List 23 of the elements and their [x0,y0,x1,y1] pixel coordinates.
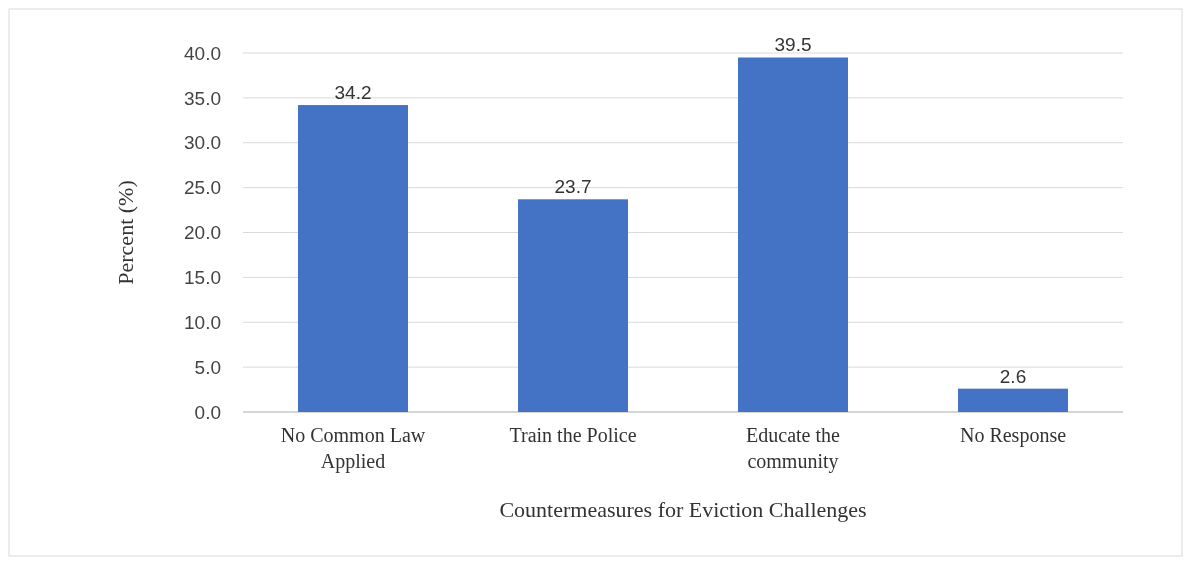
y-tick-label: 10.0 [184,311,221,333]
bar [298,105,408,412]
y-tick-label: 0.0 [194,401,221,423]
data-label: 23.7 [554,176,592,198]
y-tick-label: 20.0 [184,222,221,244]
x-tick-label: Train the Police [509,424,637,446]
data-label: 2.6 [999,365,1027,387]
y-tick-label: 30.0 [184,132,221,154]
bar [738,57,848,412]
x-axis-title: Countermeasures for Eviction Challenges [499,497,867,522]
x-tick-label: No Common Law Applied [280,424,426,473]
data-label: 34.2 [334,82,372,104]
y-tick-label: 25.0 [184,177,221,199]
y-tick-label: 5.0 [194,356,221,378]
bar [958,388,1068,412]
y-axis-title: Percent (%) [113,180,138,285]
data-label: 39.5 [774,34,812,56]
y-tick-label: 40.0 [184,42,221,64]
bar [518,199,628,412]
x-tick-label: Educate the community [746,424,841,473]
x-tick-label: No Response [959,424,1067,447]
y-tick-label: 15.0 [184,267,221,289]
y-tick-label: 35.0 [184,87,221,109]
